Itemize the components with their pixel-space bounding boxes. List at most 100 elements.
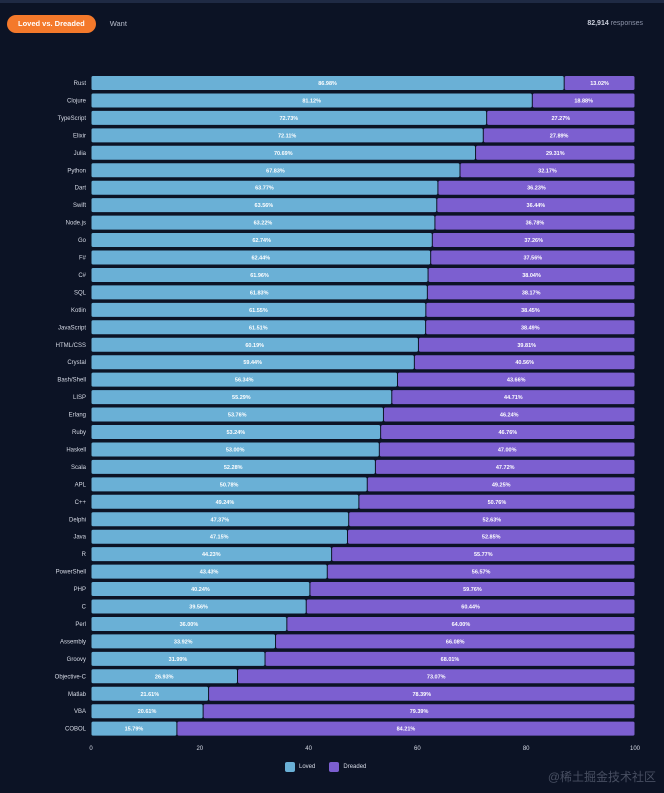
bar-loved-node-js [91,215,435,230]
bar-label-loved: 62.44% [252,256,271,262]
bar-dreaded-swift [437,198,635,213]
bar-label-loved: 39.56% [189,605,208,611]
x-tick-label: 40 [305,746,312,752]
bar-loved-dart [91,180,438,195]
y-tick-label: Java [73,535,86,541]
y-tick-label: Kotlin [71,308,86,314]
chart-legend: Loved Dreaded [285,762,366,772]
bar-dreaded-c- [428,267,635,282]
y-tick-label: Python [67,168,86,174]
bar-loved-vba [91,704,203,719]
bar-loved-scala [91,459,375,474]
bar-loved-matlab [91,686,209,701]
y-tick-label: PowerShell [56,570,86,576]
legend-item-loved[interactable]: Loved [285,762,315,772]
x-tick-label: 20 [196,746,203,752]
bar-label-loved: 55.29% [232,395,251,401]
bar-label-dreaded: 38.17% [522,290,541,296]
y-tick-label: Ruby [72,430,86,436]
legend-swatch-loved [285,762,295,772]
bar-dreaded-java [347,529,635,544]
bar-label-dreaded: 40.56% [515,360,534,366]
bar-dreaded-lisp [392,390,635,405]
bar-label-loved: 72.11% [278,133,296,139]
top-divider [0,0,664,3]
legend-label-dreaded: Dreaded [343,764,367,770]
y-tick-label: Elixir [73,133,86,139]
bar-label-loved: 33.92% [174,639,193,645]
bar-loved-python [91,163,460,178]
bar-label-loved: 47.37% [211,517,230,523]
x-tick-label: 60 [414,746,421,752]
bar-loved-swift [91,198,437,213]
bar-loved-javascript [91,320,426,335]
bar-dreaded-javascript [426,320,635,335]
bar-dreaded-matlab [209,686,635,701]
x-tick-label: 100 [630,746,641,752]
tab-bar: Loved vs. Dreaded Want [7,15,127,33]
bar-dreaded-c [306,599,635,614]
bar-label-loved: 53.00% [226,447,245,453]
y-tick-label: SQL [74,290,87,296]
bar-loved-f- [91,250,431,265]
bar-label-dreaded: 32.17% [538,168,557,174]
bar-label-dreaded: 38.45% [521,308,540,314]
y-tick-label: APL [75,482,87,488]
y-tick-label: COBOL [65,727,87,733]
bar-loved-php [91,582,310,597]
response-count: 82,914 responses [587,20,643,27]
bar-label-dreaded: 38.04% [522,273,541,279]
y-tick-label: TypeScript [58,116,87,122]
response-count-suffix: responses [610,20,643,27]
response-count-number: 82,914 [587,20,609,27]
y-tick-label: Erlang [69,413,86,419]
legend-item-dreaded[interactable]: Dreaded [329,762,366,772]
bar-label-dreaded: 27.27% [551,116,570,122]
bar-label-loved: 72.73% [279,116,298,122]
bar-loved-go [91,233,432,248]
bar-label-loved: 86.98% [318,81,337,87]
bar-label-loved: 53.76% [228,413,247,419]
bar-label-dreaded: 36.23% [527,186,546,192]
bar-label-loved: 36.00% [180,622,199,628]
bar-dreaded-scala [375,459,635,474]
watermark: @稀土掘金技术社区 [547,770,656,784]
bar-dreaded-f- [431,250,635,265]
bar-loved-erlang [91,407,383,422]
y-tick-label: R [82,552,87,558]
bar-dreaded-powershell [327,564,635,579]
bar-label-dreaded: 59.76% [463,587,482,593]
bar-label-loved: 61.83% [250,290,269,296]
bar-dreaded-node-js [435,215,635,230]
bar-label-dreaded: 44.71% [504,395,523,401]
tab-loved-vs-dreaded[interactable]: Loved vs. Dreaded [7,15,96,33]
bar-loved-c- [91,267,428,282]
bar-label-loved: 44.23% [202,552,221,558]
bar-label-dreaded: 50.76% [488,500,507,506]
bar-loved-assembly [91,634,276,649]
bar-label-dreaded: 60.44% [461,605,480,611]
tab-want[interactable]: Want [109,19,127,28]
bar-label-loved: 81.12% [302,98,321,104]
bar-dreaded-erlang [383,407,635,422]
legend-label-loved: Loved [299,764,316,770]
bar-label-dreaded: 78.39% [412,692,431,698]
bar-label-dreaded: 29.31% [546,151,565,157]
y-tick-label: Node.js [66,221,86,227]
bar-label-loved: 56.34% [235,378,254,384]
bar-label-dreaded: 52.63% [483,517,502,523]
y-tick-label: Bash/Shell [57,378,86,384]
bar-label-dreaded: 36.44% [527,203,546,209]
y-tick-label: Go [78,238,87,244]
bar-loved-julia [91,145,476,160]
bar-label-dreaded: 84.21% [397,727,416,733]
bar-label-loved: 63.22% [254,221,273,227]
bar-loved-rust [91,76,564,90]
bar-dreaded-kotlin [426,302,635,317]
bar-loved-sql [91,285,427,300]
bar-loved-powershell [91,564,327,579]
bar-label-dreaded: 73.07% [427,674,446,680]
y-tick-label: VBA [74,709,86,715]
y-tick-label: C++ [75,500,87,506]
bar-loved-elixir [91,128,483,143]
